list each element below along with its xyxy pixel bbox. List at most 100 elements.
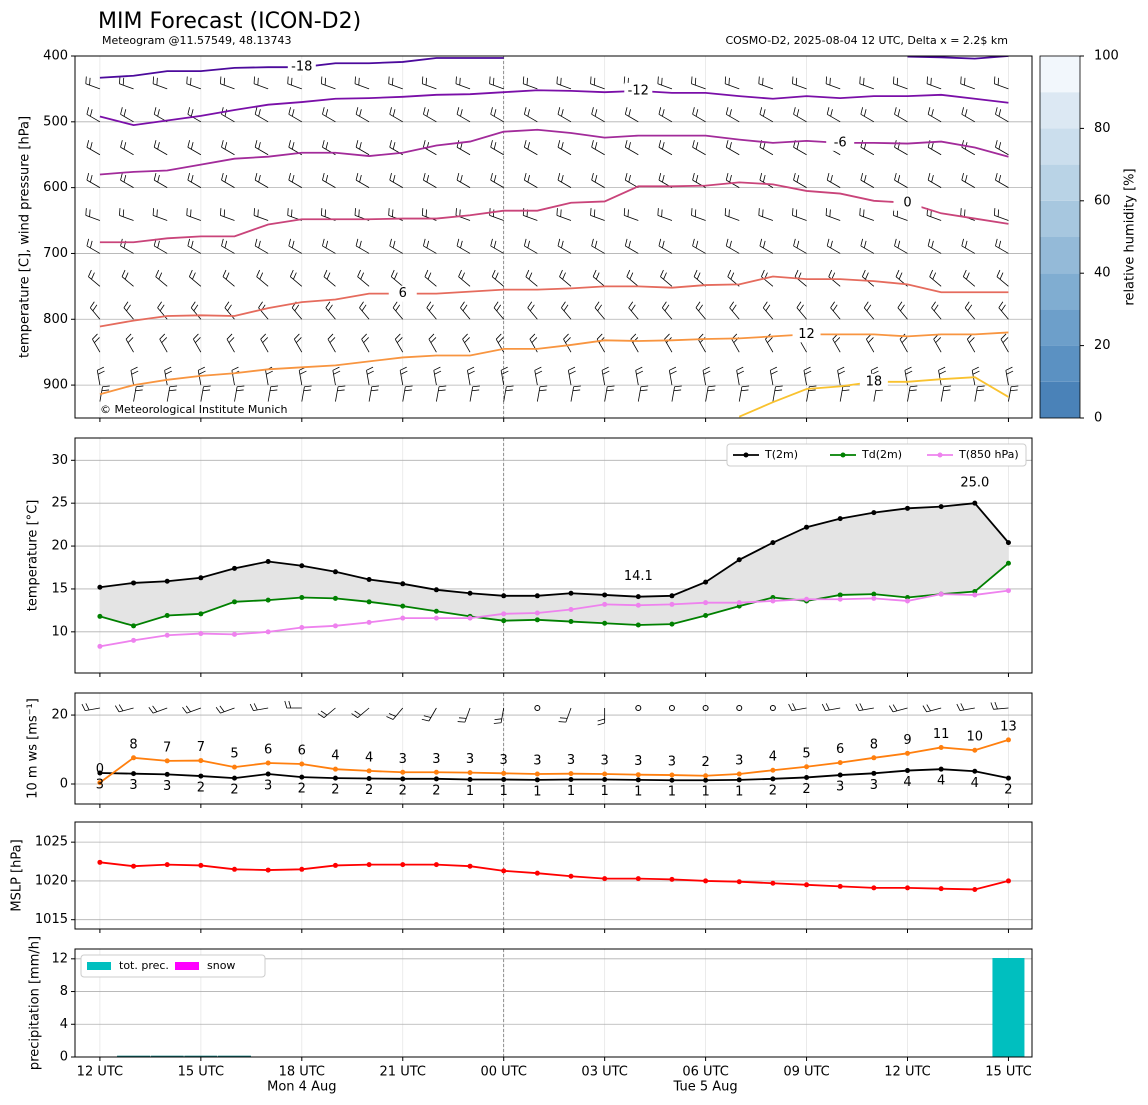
wind-barb [793, 172, 807, 188]
isotherm [907, 56, 1009, 60]
wind-barb [317, 707, 336, 718]
wind-barb [402, 385, 413, 402]
wind-barb [221, 140, 235, 156]
series-marker [972, 747, 978, 753]
wind-barb [164, 366, 173, 386]
wind-barb [961, 172, 976, 188]
y-tick-label: 0 [60, 777, 68, 792]
x-tick-label: 12 UTC [884, 1065, 930, 1080]
y-tick-label: 0 [60, 1050, 68, 1065]
wind-barb [288, 107, 303, 123]
wind-barb [389, 172, 403, 188]
series-marker [332, 595, 338, 601]
wind-barb [657, 208, 673, 221]
wind-barb [254, 172, 269, 188]
legend-label: Td(2m) [861, 448, 902, 461]
wind-barb [657, 76, 673, 90]
series-marker [602, 771, 608, 777]
y-tick-label: 600 [43, 180, 68, 195]
wind-barb [325, 301, 336, 320]
y-axis-label: temperature [°C] [26, 500, 41, 612]
y-axis-label: temperature [C], wind pressure [hPa] [18, 116, 33, 358]
wind-barb [691, 208, 706, 221]
value-label: 2 [399, 783, 407, 798]
series-marker [669, 876, 675, 882]
legend-label: snow [207, 959, 235, 972]
series-marker [736, 777, 742, 783]
series-marker [164, 613, 170, 619]
wind-barb [193, 333, 202, 353]
series-marker [871, 885, 877, 891]
wind-barb [668, 366, 677, 386]
wind-barb [458, 269, 471, 287]
wind-barb [88, 269, 101, 287]
value-label: 2 [230, 783, 238, 798]
wind-barb [456, 172, 471, 188]
wind-barb [89, 301, 101, 320]
colorbar-bin [1040, 56, 1080, 93]
value-label: 3 [870, 778, 878, 793]
subtitle-left: Meteogram @11.57549, 48.13743 [102, 34, 292, 47]
wind-barb [860, 172, 875, 188]
max-label: 25.0 [960, 476, 989, 491]
x-tick-label: 06 UTC [682, 1065, 728, 1080]
series-marker [400, 862, 406, 868]
series-marker [703, 600, 709, 606]
series-marker [635, 594, 641, 600]
series-marker [433, 769, 439, 775]
calm-circle [668, 705, 675, 711]
series-marker [366, 862, 372, 868]
wind-barb [624, 172, 639, 188]
wind-barb [490, 238, 504, 254]
subtitle-right: COSMO-D2, 2025-08-04 12 UTC, Delta x = 2… [725, 34, 1008, 47]
wind-barb [298, 366, 307, 386]
legend-patch [87, 962, 111, 970]
series-marker [804, 774, 810, 780]
wind-barb [386, 707, 404, 720]
wind-barb [355, 107, 370, 123]
wind-barb [523, 140, 538, 156]
wind-barb [626, 269, 639, 287]
wind-barb [357, 269, 370, 287]
isotherm-label: 18 [866, 374, 883, 389]
title: MIM Forecast (ICON-D2) [98, 9, 361, 34]
wind-barb [1008, 385, 1019, 402]
series-marker [366, 775, 372, 781]
panel-2 [75, 693, 1032, 804]
wind-barb [153, 172, 168, 188]
wind-barb [323, 269, 336, 287]
wind-barb [249, 703, 269, 711]
series-marker [97, 643, 103, 649]
series-marker [97, 770, 103, 776]
wind-barb [120, 107, 134, 123]
series-marker [1005, 737, 1011, 743]
wind-barb [361, 333, 370, 353]
wind-barb [523, 107, 538, 123]
wind-barb [623, 208, 639, 221]
wind-barb [92, 333, 101, 353]
label-bg [388, 285, 417, 302]
series-line [99, 739, 1009, 784]
wind-barb [288, 238, 303, 254]
colorbar-frame [1039, 55, 1081, 419]
series-marker [837, 592, 843, 598]
series-marker [972, 592, 978, 598]
legend-marker [743, 452, 749, 458]
colorbar-bin [1040, 345, 1080, 382]
wind-barb [938, 366, 946, 386]
wind-barb [500, 366, 509, 386]
series-marker [400, 615, 406, 621]
isotherm [99, 128, 1009, 176]
value-label: 10 [967, 730, 984, 745]
wind-barb [604, 385, 615, 402]
wind-barb [736, 366, 745, 386]
series-marker [837, 516, 843, 522]
wind-barb [658, 107, 673, 123]
series-marker [534, 870, 540, 876]
series-marker [501, 618, 507, 624]
wind-barb [460, 301, 471, 320]
series-marker [568, 607, 574, 613]
wind-barb [359, 301, 370, 320]
wind-barb [335, 385, 346, 402]
wind-barb [96, 366, 105, 386]
